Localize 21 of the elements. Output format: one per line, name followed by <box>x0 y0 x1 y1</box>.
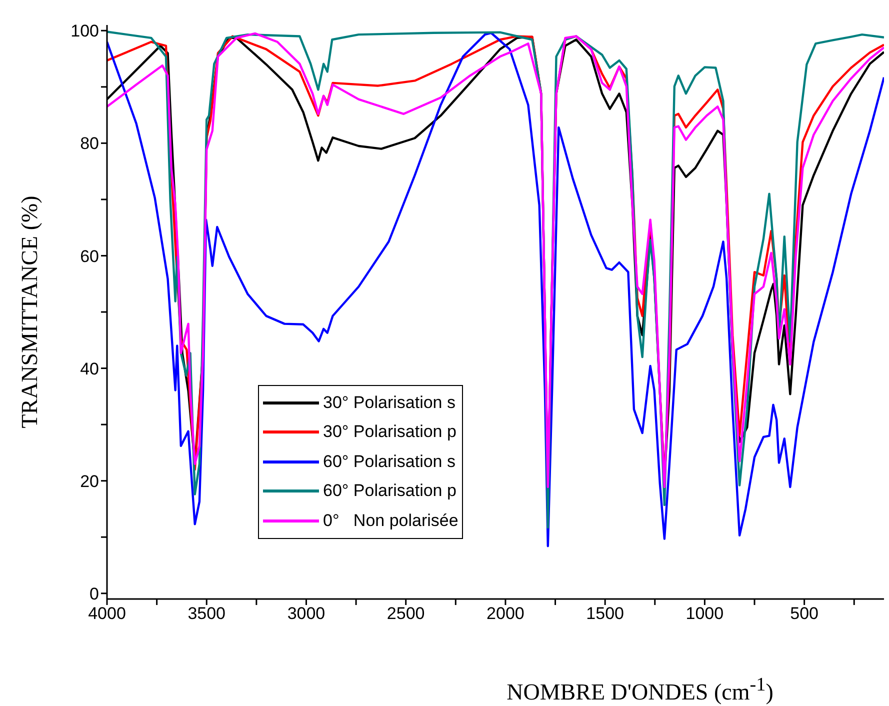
x-tick-label: 1000 <box>686 604 724 624</box>
legend-label: 60° Polarisation s <box>323 452 456 472</box>
x-tick-label: 2000 <box>486 604 524 624</box>
x-tick-label: 3500 <box>188 604 226 624</box>
y-tick-label: 80 <box>80 134 99 154</box>
y-axis-title: TRANSMITTANCE (%) <box>17 196 43 428</box>
x-tick-label: 4000 <box>88 604 126 624</box>
legend-label: 60° Polarisation p <box>323 481 456 502</box>
y-tick-label: 40 <box>80 359 99 378</box>
x-tick-label: 1500 <box>586 604 624 624</box>
y-tick-label: 100 <box>70 22 99 41</box>
x-tick-label: 3000 <box>287 604 326 624</box>
y-tick-label: 60 <box>80 246 99 266</box>
legend-label: 0° Non polarisée <box>323 510 458 531</box>
x-tick-label: 500 <box>790 604 818 624</box>
x-axis-title: NOMBRE D'ONDES (cm$^{-1}$) <box>506 674 774 706</box>
y-tick-label: 20 <box>80 472 99 491</box>
y-tick-label: 0 <box>90 584 99 604</box>
legend-label: 30° Polarisation s <box>323 392 456 413</box>
x-tick-label: 2500 <box>386 604 425 624</box>
legend-label: 30° Polarisation p <box>323 422 456 442</box>
